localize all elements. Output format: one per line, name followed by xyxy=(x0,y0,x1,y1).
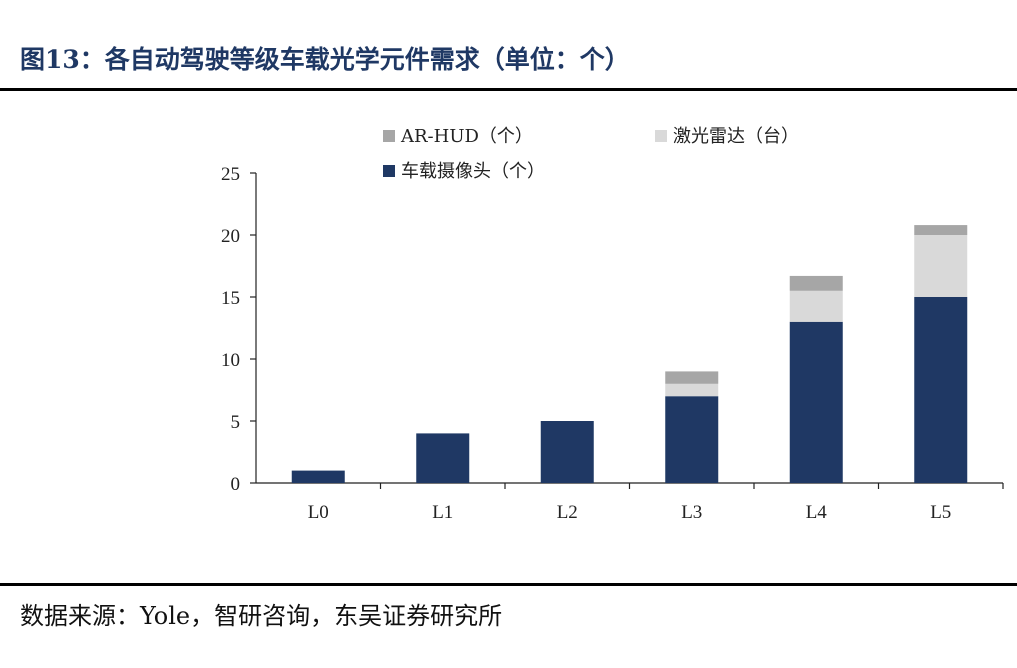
top-rule xyxy=(0,88,1017,91)
legend-label: 激光雷达（台） xyxy=(673,126,799,147)
legend-label: 车载摄像头（个） xyxy=(401,161,545,182)
bar-L4-series-0 xyxy=(789,321,843,483)
x-tick-label: L0 xyxy=(308,502,329,523)
figure-title: 图13：各自动驾驶等级车载光学元件需求（单位：个） xyxy=(20,45,630,74)
legend-swatch xyxy=(383,165,395,177)
x-tick-label: L2 xyxy=(557,502,578,523)
legend-label: AR-HUD（个） xyxy=(400,126,533,147)
bar-L4-series-2 xyxy=(789,275,843,291)
bar-L5-series-2 xyxy=(914,225,968,235)
x-tick-label: L4 xyxy=(806,502,828,523)
y-tick-label: 5 xyxy=(231,412,241,433)
bar-L3-series-0 xyxy=(665,396,719,483)
source-note: 数据来源：Yole，智研咨询，东吴证券研究所 xyxy=(20,602,503,630)
bar-L3-series-2 xyxy=(665,371,719,384)
x-tick-label: L3 xyxy=(681,502,702,523)
bar-L5-series-1 xyxy=(914,235,968,297)
legend-swatch xyxy=(655,130,667,142)
x-tick-label: L5 xyxy=(930,502,951,523)
bar-L2-series-0 xyxy=(540,421,594,483)
bar-L5-series-0 xyxy=(914,297,968,483)
y-tick-label: 0 xyxy=(231,474,241,495)
y-tick-label: 25 xyxy=(221,164,240,185)
bar-L0-series-0 xyxy=(291,470,345,483)
y-tick-label: 20 xyxy=(221,226,240,247)
bar-L3-series-1 xyxy=(665,383,719,397)
legend-swatch xyxy=(383,130,395,142)
y-tick-label: 15 xyxy=(221,288,240,309)
x-tick-label: L1 xyxy=(432,502,453,523)
bar-L1-series-0 xyxy=(416,433,470,483)
bar-L4-series-1 xyxy=(789,290,843,322)
bottom-rule xyxy=(0,583,1017,586)
y-tick-label: 10 xyxy=(221,350,240,371)
